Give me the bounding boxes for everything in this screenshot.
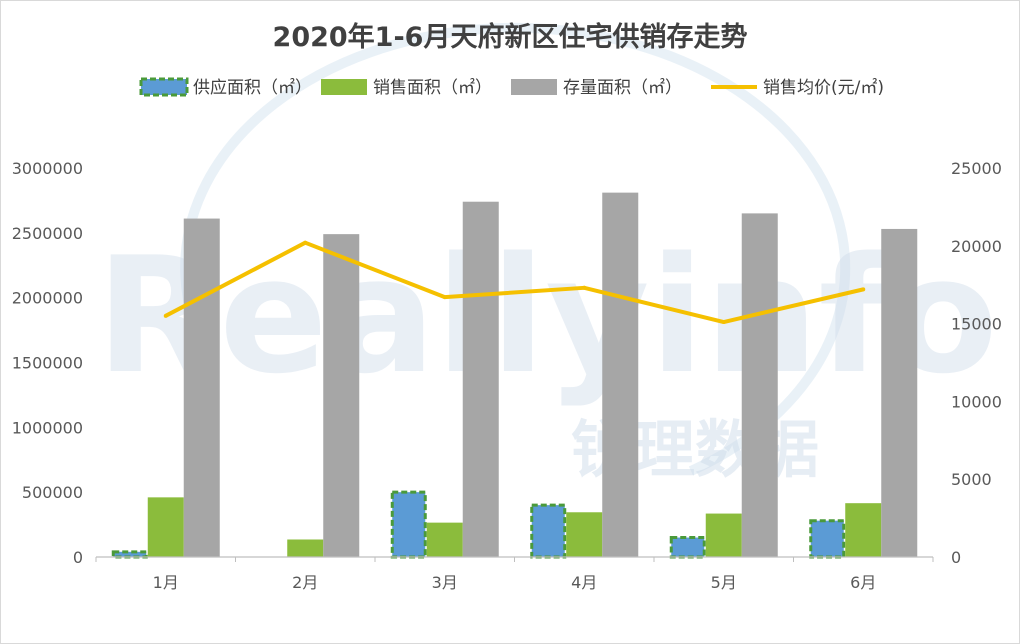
bar-stock: [881, 228, 918, 557]
bar-stock: [602, 192, 639, 558]
y-tick-label: 2500000: [12, 224, 83, 243]
y2-tick-label: 20000: [951, 237, 1002, 256]
left-axis: 0 500000 1000000 1500000 2000000 2500000 30000…: [12, 159, 83, 567]
legend-label: 销售均价(元/㎡): [763, 78, 884, 98]
watermark-text: Reallyinfo: [96, 222, 998, 409]
legend-swatch-2: [511, 79, 557, 95]
y-tick-label: 1000000: [12, 418, 83, 437]
price-point: [721, 320, 726, 325]
bar-supply: [111, 550, 148, 559]
legend-swatch-0: [139, 77, 189, 97]
legend-label: 存量面积（㎡）: [563, 78, 682, 98]
y-tick-label: 500000: [22, 483, 83, 502]
bar-sales: [845, 503, 882, 557]
chart-title: 2020年1-6月天府新区住宅供销存走势: [273, 21, 748, 53]
bar-sales: [147, 497, 184, 557]
price-point: [861, 287, 866, 292]
y-tick-label: 2000000: [12, 289, 83, 308]
bar-sales: [705, 513, 742, 557]
bar-sales: [566, 512, 603, 557]
y2-tick-label: 25000: [951, 159, 1002, 178]
y2-tick-label: 5000: [951, 470, 992, 489]
bar-sales: [287, 539, 324, 557]
legend: 供应面积（㎡） 销售面积（㎡） 存量面积（㎡） 销售均价(元/㎡): [139, 77, 884, 98]
bar-stock: [462, 201, 499, 558]
bar-supply: [809, 519, 846, 559]
price-point: [582, 285, 587, 290]
bar-stock: [183, 218, 220, 557]
price-point: [163, 313, 168, 318]
price-point: [303, 240, 308, 245]
x-axis: 1月 2月 3月 4月 5月 6月: [95, 556, 934, 592]
bar-supply: [530, 503, 567, 559]
y2-tick-label: 15000: [951, 315, 1002, 334]
bar-sales: [426, 522, 463, 557]
y2-tick-label: 0: [951, 548, 961, 567]
watermark: Reallyinfo 锐理数据: [96, 22, 998, 486]
legend-label: 销售面积（㎡）: [373, 78, 492, 98]
price-line-path: [164, 240, 864, 325]
y-tick-label: 3000000: [12, 159, 83, 178]
legend-label: 供应面积（㎡）: [193, 78, 312, 98]
y-tick-label: 1500000: [12, 354, 83, 373]
x-tick-label: 4月: [571, 573, 597, 592]
bars: [111, 192, 918, 559]
price-point: [442, 295, 447, 300]
legend-swatch-1: [321, 79, 367, 95]
bar-stock: [323, 234, 360, 557]
bar-stock: [741, 213, 778, 557]
price-line: [163, 240, 866, 325]
bar-supply: [390, 490, 427, 559]
y-tick-label: 0: [73, 548, 83, 567]
y2-tick-label: 10000: [951, 392, 1002, 411]
x-tick-label: 2月: [292, 573, 318, 592]
x-tick-label: 6月: [850, 573, 876, 592]
x-tick-label: 1月: [153, 573, 179, 592]
x-tick-label: 5月: [711, 573, 737, 592]
bar-supply: [669, 536, 706, 559]
right-axis: 0 5000 10000 15000 20000 25000: [951, 159, 1002, 567]
x-tick-label: 3月: [432, 573, 458, 592]
